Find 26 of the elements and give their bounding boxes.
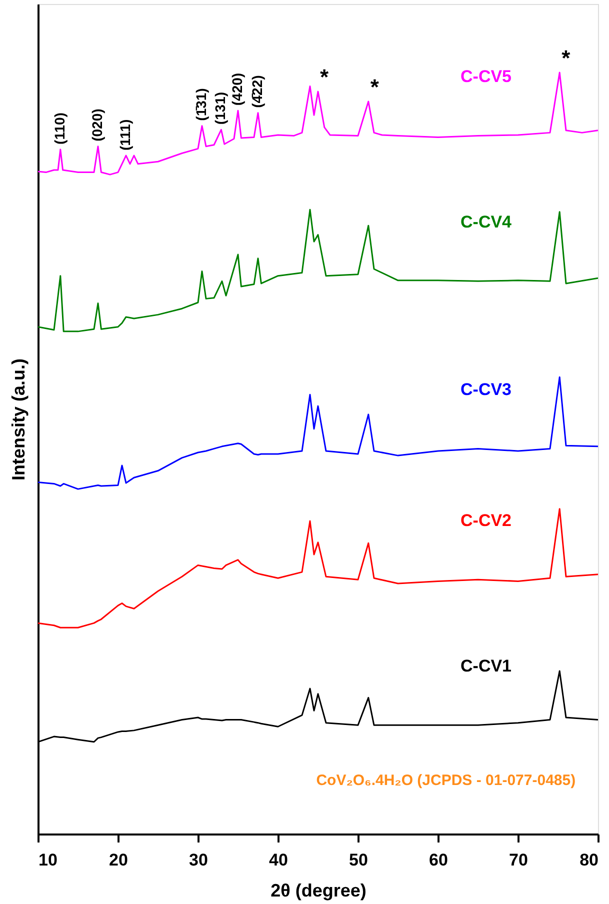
annotation: (1̄31)	[193, 88, 209, 121]
annotation: (131)	[212, 92, 228, 125]
x-tick-label: 20	[109, 850, 128, 870]
annotation: (4̄22)	[249, 75, 265, 108]
y-axis-title: Intensity (a.u.)	[8, 358, 28, 481]
annotation: *	[562, 46, 571, 71]
x-tick-label: 40	[269, 850, 288, 870]
x-tick-label: 60	[429, 850, 448, 870]
annotation: (110)	[51, 112, 68, 144]
text: C-CV1	[460, 656, 512, 676]
annotation: (111)	[117, 119, 133, 151]
text: C-CV2	[460, 510, 512, 530]
text: C-CV4	[460, 212, 512, 232]
annotation: *	[320, 64, 329, 90]
x-tick-label: 80	[580, 850, 598, 870]
x-tick-label: 70	[509, 850, 528, 870]
x-tick-label: 30	[189, 850, 208, 870]
x-axis-title: 2θ (degree)	[270, 880, 366, 900]
text: C-CV3	[460, 380, 512, 399]
annotation: (420)	[229, 72, 245, 106]
x-tick-label: 50	[349, 850, 368, 870]
annotation: (020)	[89, 108, 105, 142]
annotation: CoV₂O₆.4H₂O (JCPDS - 01-077-0485)	[316, 772, 576, 790]
x-tick-label: 10	[38, 850, 58, 870]
annotation: *	[370, 74, 380, 100]
text: C-CV5	[460, 66, 512, 86]
